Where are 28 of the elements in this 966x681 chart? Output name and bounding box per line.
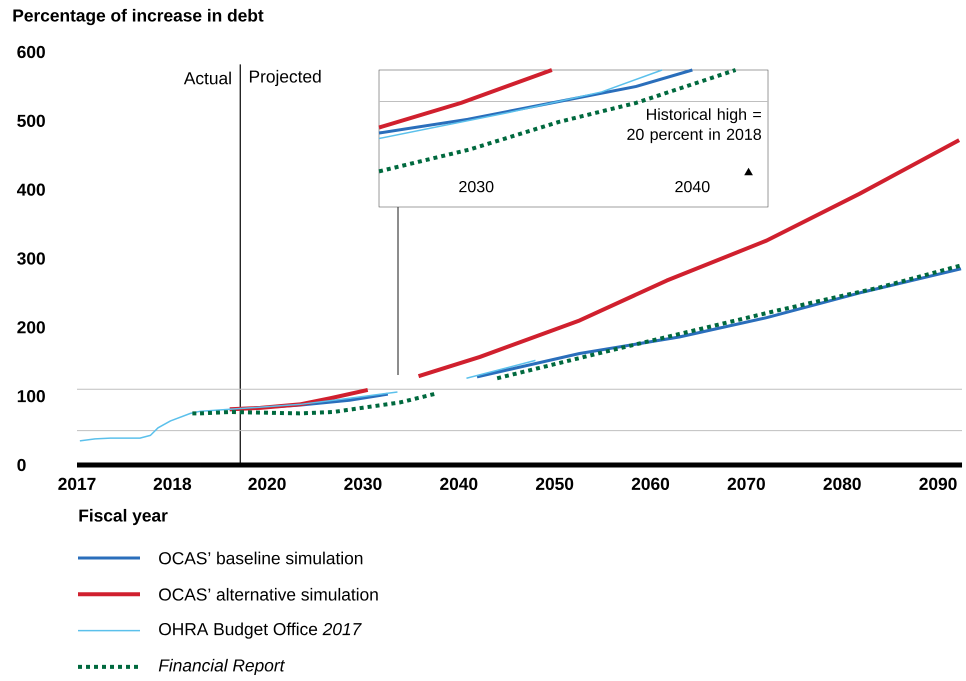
x-tick-label: 2080: [824, 478, 861, 490]
y-axis-title: Percentage of increase in debt: [13, 8, 264, 26]
x-tick-label: 2060: [632, 478, 670, 490]
x-tick-label: 2090: [919, 478, 957, 490]
x-tick-label: 2070: [728, 478, 765, 490]
legend-label: OCAS’ baseline simulation: [159, 552, 362, 564]
x-tick-label: 2017: [58, 478, 96, 490]
x-axis-title: Fiscal year: [79, 508, 168, 526]
y-tick-label: 0: [17, 458, 26, 472]
y-tick-label: 100: [18, 390, 45, 402]
y-tick-label: 400: [16, 184, 45, 196]
legend-label: OHRA Budget Office 2017: [159, 622, 362, 639]
x-tick-label: 2018: [154, 478, 192, 490]
x-tick-label: 2040: [675, 180, 710, 192]
annotation: Historical high = 20 percent in 2018: [627, 108, 761, 144]
y-tick-label: 200: [17, 321, 45, 334]
legend-label: OCAS’ alternative simulation: [159, 588, 378, 601]
y-tick-label: 300: [17, 252, 45, 265]
annotation: Projected: [250, 70, 321, 86]
y-tick-label: 600: [17, 46, 45, 58]
legend-label: Financial Report: [158, 658, 286, 675]
annotation: Actual: [184, 72, 231, 84]
x-tick-label: 2020: [248, 478, 286, 490]
x-tick-label: 2040: [440, 478, 478, 490]
y-tick-label: 500: [17, 114, 45, 127]
x-tick-label: 2030: [459, 180, 494, 192]
x-tick-label: 2050: [536, 478, 574, 490]
x-tick-label: 2030: [344, 478, 382, 490]
